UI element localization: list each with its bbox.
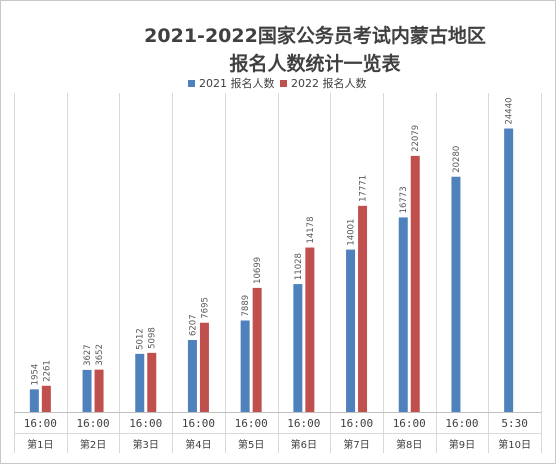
x-tick-time: 16:00 xyxy=(235,417,268,430)
bar-2022 xyxy=(305,247,315,412)
data-label-2021: 11028 xyxy=(294,253,304,280)
data-label-2022: 17771 xyxy=(359,175,369,202)
x-tick-day: 第5日 xyxy=(238,438,264,451)
bar-2021 xyxy=(240,320,250,412)
bars xyxy=(29,128,514,412)
legend: 2021 报名人数 2022 报名人数 xyxy=(188,76,367,90)
bar-2021 xyxy=(29,389,39,412)
x-tick-day: 第10日 xyxy=(498,438,531,451)
data-label-2022: 22079 xyxy=(411,125,421,152)
x-tick-time: 16:00 xyxy=(24,417,57,430)
legend-swatch-2022 xyxy=(280,80,287,87)
bar-2022 xyxy=(41,385,51,412)
data-label-2021: 6207 xyxy=(188,314,198,336)
x-tick-day: 第4日 xyxy=(185,438,211,451)
data-label-2021: 24440 xyxy=(505,97,515,124)
x-tick-day: 第9日 xyxy=(449,438,475,451)
chart-title-line-1: 2021-2022国家公务员考试内蒙古地区 xyxy=(144,24,486,47)
data-label-2021: 3627 xyxy=(83,344,93,366)
bar-2022 xyxy=(410,155,420,412)
data-label-2021: 1954 xyxy=(30,364,40,386)
data-label-2021: 16773 xyxy=(399,186,409,213)
x-tick-day: 第6日 xyxy=(291,438,317,451)
x-tick-time: 16:00 xyxy=(182,417,215,430)
bar-2022 xyxy=(252,287,262,412)
bar-2021 xyxy=(135,353,145,412)
x-tick-day: 第3日 xyxy=(133,438,159,451)
bar-2021 xyxy=(398,217,408,412)
legend-label-2021: 2021 报名人数 xyxy=(199,76,275,90)
bar-2021 xyxy=(346,249,356,412)
bar-2022 xyxy=(358,205,368,412)
data-label-2022: 3652 xyxy=(95,344,105,366)
x-axis: 16:00 第1日 16:00 第2日 16:00 第3日 16:00 第4日 16:00 第5日… xyxy=(14,412,541,451)
data-label-2022: 14178 xyxy=(306,216,316,243)
legend-label-2022: 2022 报名人数 xyxy=(291,76,367,90)
chart-title-line-2: 报名人数统计一览表 xyxy=(229,52,401,75)
x-tick-day: 第2日 xyxy=(80,438,106,451)
x-tick-time: 16:00 xyxy=(129,417,162,430)
x-tick-time: 16:00 xyxy=(445,417,478,430)
x-tick-day: 第7日 xyxy=(343,438,369,451)
bar-2021 xyxy=(504,128,514,412)
data-label-2021: 20280 xyxy=(452,146,462,173)
x-tick-time: 16:00 xyxy=(340,417,373,430)
bar-2021 xyxy=(293,284,303,412)
x-tick-time: 5:30 xyxy=(501,417,528,430)
data-label-2022: 10699 xyxy=(253,257,263,284)
bar-2022 xyxy=(199,322,209,412)
gridlines xyxy=(14,93,542,453)
bar-2022 xyxy=(147,352,157,412)
data-label-2022: 7695 xyxy=(200,297,210,319)
x-tick-time: 16:00 xyxy=(393,417,426,430)
bar-2021 xyxy=(82,369,92,412)
x-tick-time: 16:00 xyxy=(76,417,109,430)
data-label-2021: 7889 xyxy=(241,295,251,317)
x-tick-day: 第8日 xyxy=(396,438,422,451)
data-label-2021: 5012 xyxy=(136,328,146,350)
legend-swatch-2021 xyxy=(188,80,195,87)
data-label-2021: 14001 xyxy=(347,219,357,246)
bar-2021 xyxy=(187,339,197,412)
bar-2022 xyxy=(94,369,104,412)
x-tick-time: 16:00 xyxy=(287,417,320,430)
x-tick-day: 第1日 xyxy=(27,438,53,451)
data-label-2022: 2261 xyxy=(42,360,52,382)
data-label-2022: 5098 xyxy=(148,327,158,349)
bar-2021 xyxy=(451,176,461,412)
